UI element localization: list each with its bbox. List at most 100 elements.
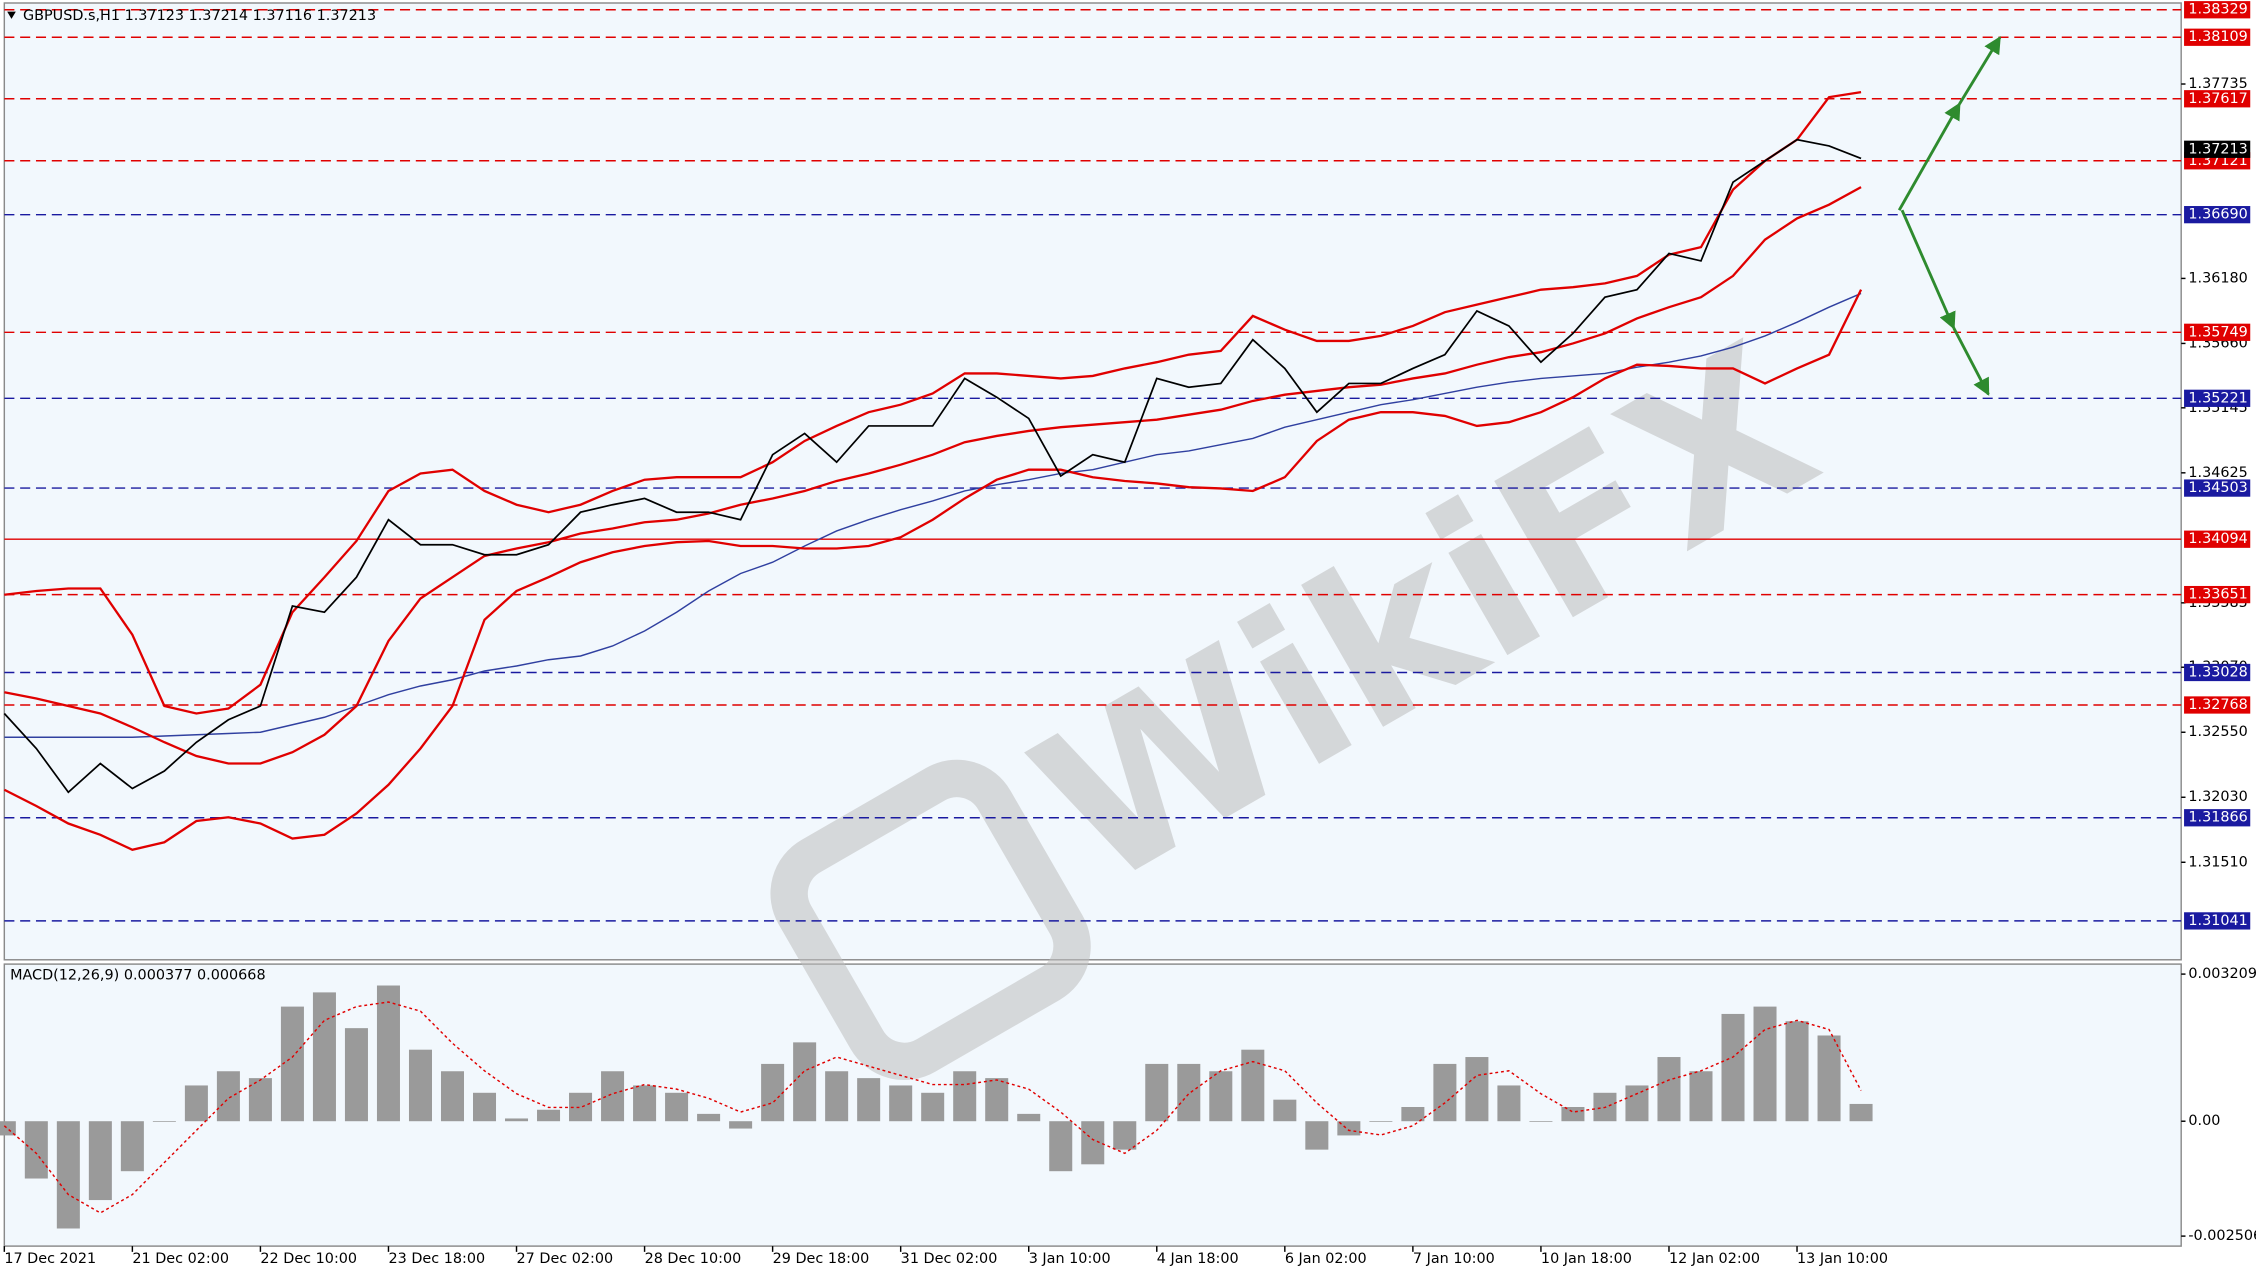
series-line — [3, 289, 1863, 851]
macd-bar — [1113, 1121, 1137, 1150]
high: 1.37214 — [189, 8, 248, 24]
macd-bar — [1689, 1071, 1713, 1122]
macd-bar — [280, 1006, 304, 1122]
macd-header: MACD(12,26,9) 0.000377 0.000668 — [10, 968, 266, 984]
macd-bar — [729, 1121, 753, 1129]
y-tick-label: 1.34625 — [2188, 465, 2247, 481]
x-tick-label: 21 Dec 02:00 — [132, 1251, 229, 1267]
macd-bar — [1305, 1121, 1329, 1150]
level-label-bg — [2184, 90, 2251, 108]
macd-bar — [1017, 1113, 1041, 1122]
low: 1.37116 — [253, 8, 312, 24]
menu-triangle — [7, 11, 16, 19]
arrow — [1897, 102, 1961, 211]
macd-bar — [216, 1071, 240, 1122]
y-tick-label: 1.37735 — [2188, 76, 2247, 92]
macd-bar — [697, 1113, 721, 1122]
macd-bar — [953, 1071, 977, 1122]
watermark-logo — [770, 759, 1091, 1081]
series-line — [3, 1001, 1862, 1214]
macd-bar — [344, 1028, 368, 1122]
macd-bar — [248, 1078, 272, 1122]
macd-bar — [505, 1118, 529, 1122]
x-tick-label: 31 Dec 02:00 — [901, 1251, 998, 1267]
level-label: 1.33651 — [2188, 587, 2247, 603]
macd-bar — [1721, 1013, 1745, 1122]
macd-bar — [1849, 1103, 1873, 1122]
macd-bar — [1433, 1063, 1457, 1122]
macd-bar — [1145, 1063, 1169, 1122]
level-label-bg — [2184, 663, 2251, 682]
macd-bar — [569, 1092, 593, 1122]
current-price-label: 1.37213 — [2188, 141, 2247, 157]
macd-bar — [1177, 1063, 1201, 1122]
level-label: 1.35221 — [2188, 390, 2247, 406]
y-tick-label: 1.36180 — [2188, 270, 2247, 286]
macd-bar — [472, 1092, 497, 1122]
x-tick-label: 12 Jan 02:00 — [1669, 1251, 1760, 1267]
level-label: 1.37617 — [2188, 91, 2247, 107]
macd-bar — [985, 1078, 1009, 1122]
level-label: 1.36690 — [2188, 207, 2247, 223]
x-tick-label: 23 Dec 18:00 — [388, 1251, 485, 1267]
macd-bar — [601, 1071, 625, 1122]
x-tick-label: 17 Dec 2021 — [4, 1251, 96, 1267]
macd-bar — [1369, 1121, 1393, 1122]
x-tick-label: 27 Dec 02:00 — [517, 1251, 614, 1267]
level-label-bg — [2184, 479, 2251, 497]
series-line — [4, 91, 1862, 715]
level-label-bg — [2184, 530, 2251, 548]
macd-bar — [184, 1085, 208, 1122]
y-tick-label: 1.32030 — [2188, 789, 2247, 805]
y-tick-label: -0.002506 — [2188, 1228, 2256, 1244]
macd-bar — [857, 1078, 881, 1122]
macd-bar — [633, 1085, 657, 1122]
macd-bar — [889, 1085, 913, 1122]
macd-bar — [1497, 1085, 1521, 1122]
macd-bar — [440, 1071, 465, 1122]
x-tick-label: 4 Jan 18:00 — [1157, 1251, 1239, 1267]
macd-bar — [793, 1042, 817, 1122]
level-label: 1.38109 — [2188, 29, 2247, 45]
level-label-bg — [2184, 696, 2251, 714]
level-label: 1.35749 — [2188, 324, 2247, 340]
macd-bar — [1209, 1071, 1233, 1122]
y-tick-label: 0.00 — [2188, 1113, 2220, 1129]
macd-bar — [1529, 1121, 1553, 1122]
macd-bar — [1785, 1021, 1809, 1122]
level-label-bg — [2184, 323, 2251, 341]
macd-title: MACD(12,26,9) — [10, 968, 119, 984]
x-tick-label: 7 Jan 10:00 — [1413, 1251, 1495, 1267]
macd-bar — [665, 1092, 689, 1122]
macd-bar — [1753, 1006, 1777, 1122]
x-tick-label: 22 Dec 10:00 — [260, 1251, 357, 1267]
macd-bar — [0, 1121, 16, 1136]
arrows — [1897, 36, 2002, 396]
y-tick-label: 0.003209 — [2188, 966, 2256, 982]
current-price-label-bg — [2184, 140, 2251, 158]
open: 1.37123 — [125, 8, 184, 24]
x-tick-label: 29 Dec 18:00 — [773, 1251, 870, 1267]
level-label: 1.32768 — [2188, 697, 2247, 713]
macd-bar — [120, 1121, 144, 1172]
x-tick-label: 6 Jan 02:00 — [1285, 1251, 1367, 1267]
level-label-bg — [2184, 206, 2251, 224]
level-label-bg — [2184, 912, 2251, 930]
macd-bar — [88, 1121, 112, 1201]
macd-bar — [152, 1121, 176, 1122]
macd-value: 0.000377 — [124, 968, 193, 984]
signal-value: 0.000668 — [197, 968, 266, 984]
level-label: 1.34094 — [2188, 531, 2247, 547]
level-label-bg — [2184, 28, 2251, 46]
level-label-bg — [2184, 1, 2251, 19]
macd-bar — [1657, 1057, 1681, 1122]
symbol-header: GBPUSD.s,H1 1.37123 1.37214 1.37116 1.37… — [23, 8, 376, 24]
level-label-bg — [2184, 585, 2251, 604]
macd-bar — [24, 1121, 48, 1179]
macd-bar — [921, 1092, 945, 1122]
arrow — [1958, 36, 2002, 105]
macd-bar — [761, 1063, 785, 1122]
level-label: 1.34503 — [2188, 480, 2247, 496]
